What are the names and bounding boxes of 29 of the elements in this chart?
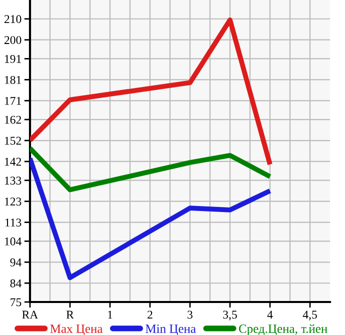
y-tick-label: 171 bbox=[4, 96, 21, 105]
y-tick-label: 104 bbox=[4, 237, 22, 246]
x-tick-label: 2 bbox=[148, 310, 152, 319]
line-series bbox=[30, 146, 272, 192]
y-tick-label: 94 bbox=[10, 258, 22, 266]
y-tick-label: 210 bbox=[4, 15, 22, 24]
line-series bbox=[30, 17, 272, 167]
x-tick-label: RA bbox=[22, 310, 38, 319]
x-tick-label: 3 bbox=[188, 310, 192, 319]
y-tick-label: 162 bbox=[4, 116, 22, 124]
line-series bbox=[30, 156, 272, 280]
y-tick-label: 113 bbox=[5, 218, 22, 227]
y-tick-label: 133 bbox=[4, 176, 22, 185]
y-tick-label: 123 bbox=[4, 198, 22, 206]
x-tick-label: R bbox=[66, 310, 74, 319]
x-tick-label: 4,5 bbox=[302, 310, 317, 320]
legend-label: Min Цена bbox=[146, 324, 196, 335]
y-tick-label: 152 bbox=[4, 136, 22, 145]
x-tick-label: 1 bbox=[108, 310, 112, 319]
legend-label: Max Цена bbox=[50, 324, 103, 335]
y-tick-label: 84 bbox=[10, 279, 22, 288]
x-tick-label: 3,5 bbox=[223, 310, 237, 320]
y-tick-label: 191 bbox=[4, 55, 21, 63]
y-tick-label: 142 bbox=[4, 158, 22, 166]
y-tick-label: 200 bbox=[4, 36, 22, 44]
y-tick-label: 181 bbox=[4, 76, 21, 84]
x-tick-label: 4 bbox=[267, 310, 273, 319]
legend-label: Сред.Цена, т.йен bbox=[239, 324, 328, 335]
y-tick-label: 75 bbox=[10, 298, 22, 306]
